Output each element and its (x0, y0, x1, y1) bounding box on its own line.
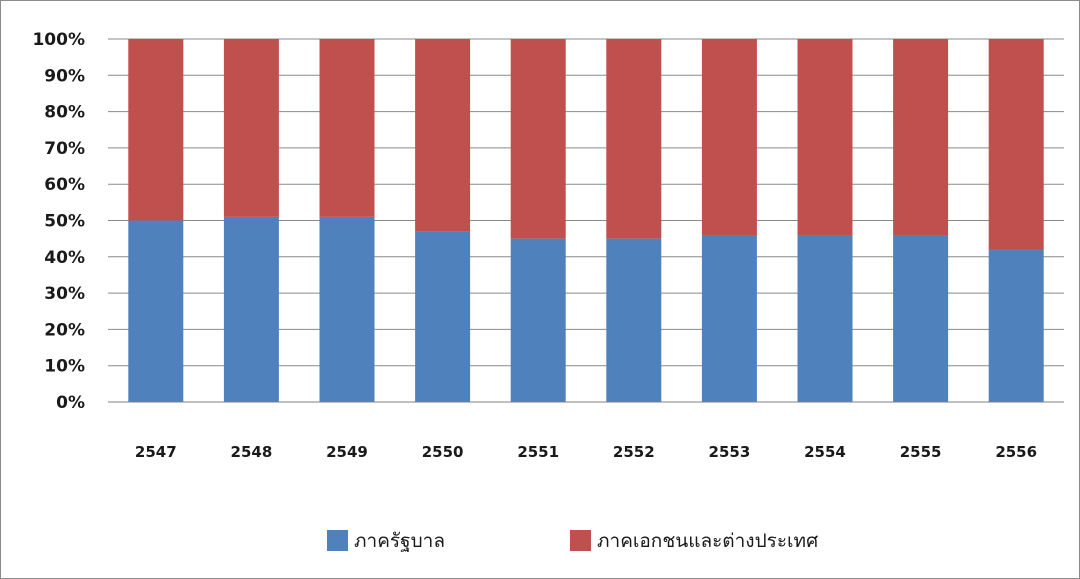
bar-segment-private-foreign (223, 39, 279, 217)
bar-segment-government (797, 235, 853, 402)
bar-segment-government (415, 231, 471, 402)
y-axis-ticks: 0% 10% 20% 30% 40% 50% 60% 70% 80% 90% 100% (32, 30, 85, 413)
bar-segment-government (701, 235, 757, 402)
bar-segment-private-foreign (415, 39, 471, 232)
y-tick-label: 0% (56, 393, 85, 413)
y-tick-label: 20% (44, 320, 85, 340)
legend-label-government: ภาครัฐบาล (354, 530, 445, 552)
legend-swatch-private-foreign (570, 530, 591, 551)
x-tick-label: 2549 (326, 443, 368, 461)
x-tick-label: 2555 (900, 443, 942, 461)
bar-segment-government (319, 216, 375, 402)
x-tick-label: 2551 (517, 443, 559, 461)
legend-swatch-government (327, 530, 348, 551)
y-tick-label: 70% (44, 139, 85, 159)
y-tick-label: 90% (44, 66, 85, 86)
bar-segment-government (988, 249, 1044, 402)
bar-segment-government (223, 216, 279, 402)
y-tick-label: 60% (44, 175, 85, 195)
legend: ภาครัฐบาล ภาคเอกชนและต่างประเทศ (327, 530, 818, 552)
x-tick-label: 2556 (995, 443, 1037, 461)
y-tick-label: 10% (44, 357, 85, 377)
bar-segment-private-foreign (128, 39, 184, 221)
bar-segment-government (510, 238, 566, 402)
bar-segment-government (893, 235, 949, 402)
bar-segment-private-foreign (606, 39, 662, 239)
y-tick-label: 30% (44, 284, 85, 304)
x-tick-label: 2553 (709, 443, 751, 461)
y-tick-label: 80% (44, 103, 85, 123)
x-tick-label: 2548 (231, 443, 273, 461)
y-tick-label: 40% (44, 248, 85, 268)
bars (128, 39, 1044, 402)
y-tick-label: 50% (44, 212, 85, 232)
y-tick-label: 100% (32, 30, 85, 50)
bar-segment-private-foreign (319, 39, 375, 217)
x-tick-label: 2554 (804, 443, 846, 461)
bar-segment-government (606, 238, 662, 402)
bar-segment-private-foreign (893, 39, 949, 236)
x-axis-ticks: 2547 2548 2549 2550 2551 2552 2553 2554 2555 2556 (135, 443, 1037, 461)
bar-segment-private-foreign (510, 39, 566, 239)
legend-label-private-foreign: ภาคเอกชนและต่างประเทศ (597, 530, 818, 552)
bar-segment-government (128, 220, 184, 402)
x-tick-label: 2552 (613, 443, 655, 461)
x-tick-label: 2550 (422, 443, 464, 461)
bar-segment-private-foreign (797, 39, 853, 236)
x-tick-label: 2547 (135, 443, 177, 461)
bar-segment-private-foreign (988, 39, 1044, 250)
bar-segment-private-foreign (701, 39, 757, 236)
